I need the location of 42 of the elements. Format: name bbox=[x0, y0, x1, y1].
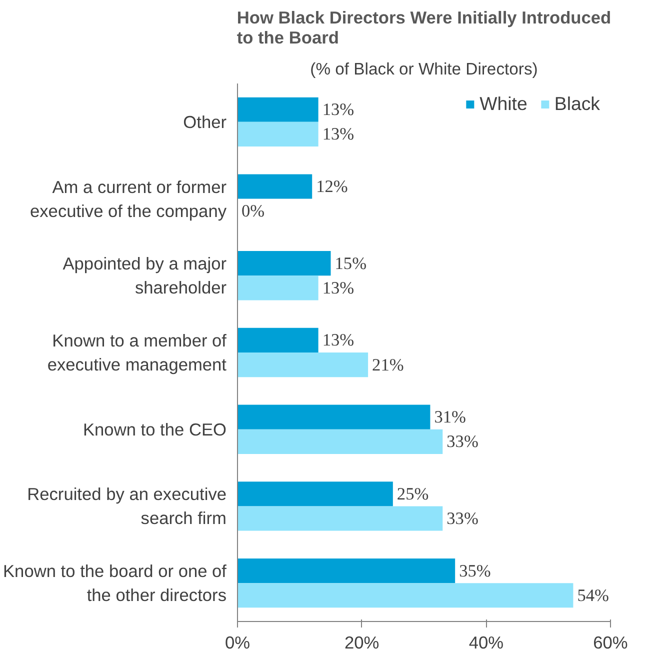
data-label: 33% bbox=[446, 432, 478, 452]
y-tick-label: Known to the CEO bbox=[82, 419, 226, 440]
data-label: 21% bbox=[372, 355, 404, 374]
bar bbox=[238, 558, 456, 584]
x-tick-label: 0% bbox=[224, 632, 250, 652]
data-label: 13% bbox=[322, 100, 354, 120]
legend-label: White bbox=[480, 93, 528, 115]
data-label: 12% bbox=[316, 176, 348, 196]
legend-label: Black bbox=[554, 93, 600, 115]
data-label: 35% bbox=[459, 561, 491, 580]
bar bbox=[238, 482, 393, 506]
data-label: 15% bbox=[334, 254, 367, 273]
bar bbox=[238, 506, 443, 531]
x-tick-label: 40% bbox=[468, 632, 504, 652]
y-tick-label: Known to a member of executive management bbox=[47, 330, 227, 374]
data-label: 13% bbox=[322, 278, 354, 298]
data-label: 13% bbox=[322, 124, 354, 144]
bar bbox=[238, 583, 574, 608]
data-label: 33% bbox=[446, 509, 478, 528]
chart-subtitle: (% of Black or White Directors) bbox=[310, 60, 538, 78]
y-tick-label: Appointed by a major shareholder bbox=[62, 254, 227, 298]
bar bbox=[238, 404, 430, 430]
data-label: 0% bbox=[242, 202, 265, 221]
bar bbox=[238, 429, 443, 454]
x-tick-label: 60% bbox=[593, 632, 628, 652]
bar bbox=[238, 174, 312, 199]
y-tick-label: Recruited by an executive search firm bbox=[27, 484, 227, 528]
bar bbox=[238, 97, 318, 122]
data-label: 31% bbox=[434, 408, 466, 427]
data-label: 25% bbox=[396, 484, 429, 504]
bar bbox=[238, 352, 368, 378]
bar bbox=[238, 276, 318, 300]
y-tick-label: Known to the board or one of the other directors bbox=[3, 561, 227, 606]
bar bbox=[238, 328, 318, 352]
data-label: 13% bbox=[322, 330, 354, 350]
x-tick-label: 20% bbox=[344, 632, 380, 652]
bar bbox=[238, 251, 331, 276]
bar bbox=[238, 122, 318, 147]
y-tick-label: Other bbox=[183, 112, 227, 132]
data-label: 54% bbox=[577, 586, 609, 605]
chart-title: How Black Directors Were Initially Introduced to the Board bbox=[236, 8, 612, 48]
y-tick-label: Am a current or former executive of the company bbox=[30, 176, 227, 221]
